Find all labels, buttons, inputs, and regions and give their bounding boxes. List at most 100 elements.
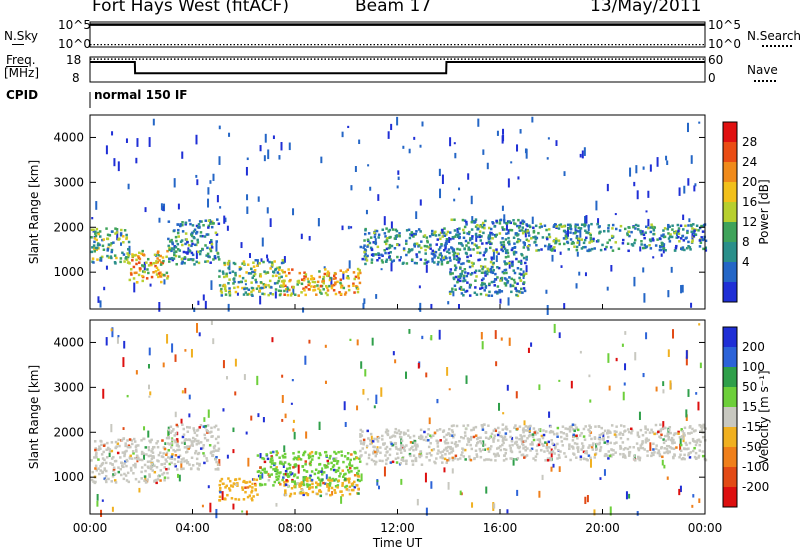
power-echo-cell	[506, 251, 510, 255]
power-echo-cell	[456, 252, 460, 256]
power-echo-cell	[154, 270, 158, 273]
power-echo-cell	[564, 230, 567, 234]
velocity-echo-cell	[135, 450, 138, 453]
velocity-echo-cell	[322, 471, 326, 474]
velocity-echo-cell	[190, 456, 194, 459]
velocity-noise-dot	[324, 344, 327, 348]
velocity-echo-cell	[529, 443, 532, 446]
power-echo-cell	[459, 242, 463, 245]
velocity-echo-cell	[174, 432, 178, 435]
power-noise-dot	[690, 155, 693, 164]
power-echo-cell	[484, 284, 488, 288]
velocity-noise-dot	[538, 384, 541, 391]
power-echo-cell	[469, 237, 472, 240]
power-echo-cell	[109, 255, 113, 258]
power-echo-cell	[483, 289, 486, 292]
velocity-echo-region	[359, 427, 452, 466]
velocity-noise-dot	[284, 413, 287, 419]
velocity-echo-cell	[679, 453, 682, 456]
power-noise-dot	[228, 260, 231, 271]
velocity-echo-cell	[529, 449, 532, 452]
power-echo-cell	[300, 278, 304, 281]
power-echo-cell	[512, 269, 516, 272]
velocity-echo-cell	[180, 460, 183, 464]
power-echo-cell	[501, 226, 504, 229]
power-echo-cell	[576, 241, 579, 244]
power-echo-cell	[273, 260, 276, 263]
power-noise-dot	[567, 226, 570, 237]
power-echo-cell	[512, 253, 516, 256]
power-echo-cell	[101, 244, 105, 248]
power-echo-cell	[187, 258, 190, 261]
velocity-echo-cell	[636, 431, 640, 434]
velocity-echo-cell	[412, 454, 416, 457]
power-echo-cell	[562, 237, 566, 240]
velocity-echo-cell	[627, 454, 631, 457]
power-echo-cell	[487, 269, 491, 272]
velocity-echo-cell	[580, 448, 583, 451]
velocity-echo-cell	[413, 441, 417, 445]
velocity-echo-cell	[151, 462, 154, 466]
velocity-echo-cell	[176, 468, 179, 471]
velocity-noise-dot	[196, 323, 199, 333]
velocity-echo-cell	[399, 447, 403, 450]
velocity-echo-cell	[504, 425, 508, 429]
velocity-echo-cell	[142, 452, 145, 455]
power-echo-cell	[431, 257, 434, 261]
power-echo-cell	[343, 293, 347, 296]
power-echo-cell	[307, 283, 310, 287]
velocity-echo-cell	[290, 472, 294, 475]
power-echo-cell	[95, 246, 99, 250]
power-echo-cell	[675, 236, 678, 239]
velocity-echo-cell	[451, 458, 455, 462]
power-echo-cell	[339, 269, 342, 272]
power-echo-cell	[479, 239, 483, 242]
power-echo-cell	[344, 291, 348, 294]
power-echo-cell	[115, 256, 118, 260]
power-colorbar-segment	[723, 142, 737, 162]
velocity-echo-cell	[439, 451, 442, 454]
power-echo-cell	[102, 238, 106, 241]
power-noise-dot	[354, 166, 357, 172]
velocity-echo-cell	[472, 428, 475, 431]
power-noise-dot	[272, 135, 275, 140]
power-echo-cell	[157, 275, 160, 279]
power-echo-cell	[291, 268, 294, 271]
velocity-noise-dot	[184, 387, 187, 394]
velocity-echo-cell	[326, 485, 329, 488]
velocity-noise-dot	[424, 472, 427, 483]
velocity-echo-cell	[190, 440, 193, 443]
velocity-echo-cell	[640, 442, 644, 446]
velocity-echo-cell	[571, 439, 575, 442]
power-echo-cell	[373, 235, 377, 239]
power-echo-cell	[93, 240, 96, 244]
velocity-echo-cell	[185, 450, 189, 453]
power-echo-cell	[277, 289, 281, 292]
velocity-echo-cell	[283, 461, 287, 464]
power-echo-cell	[405, 253, 408, 257]
velocity-echo-cell	[347, 481, 351, 484]
power-echo-cell	[453, 284, 457, 288]
power-echo-cell	[198, 226, 201, 229]
power-echo-cell	[108, 234, 112, 237]
velocity-echo-cell	[576, 437, 579, 440]
power-echo-cell	[493, 284, 496, 287]
velocity-echo-cell	[427, 438, 430, 442]
power-echo-cell	[512, 222, 516, 225]
velocity-echo-cell	[156, 445, 160, 449]
power-echo-cell	[684, 224, 687, 228]
velocity-echo-cell	[349, 458, 352, 462]
velocity-noise-dot	[666, 476, 669, 480]
velocity-echo-cell	[250, 497, 253, 500]
velocity-echo-cell	[637, 447, 640, 450]
velocity-echo-cell	[313, 472, 317, 476]
power-echo-cell	[584, 229, 587, 232]
velocity-echo-cell	[174, 454, 178, 457]
velocity-echo-cell	[149, 467, 153, 471]
power-noise-dot	[135, 157, 138, 164]
power-colorbar-segment	[723, 262, 737, 282]
power-echo-cell	[401, 262, 405, 265]
velocity-echo-cell	[231, 485, 235, 488]
power-echo-cell	[329, 276, 332, 280]
velocity-echo-cell	[548, 451, 551, 455]
